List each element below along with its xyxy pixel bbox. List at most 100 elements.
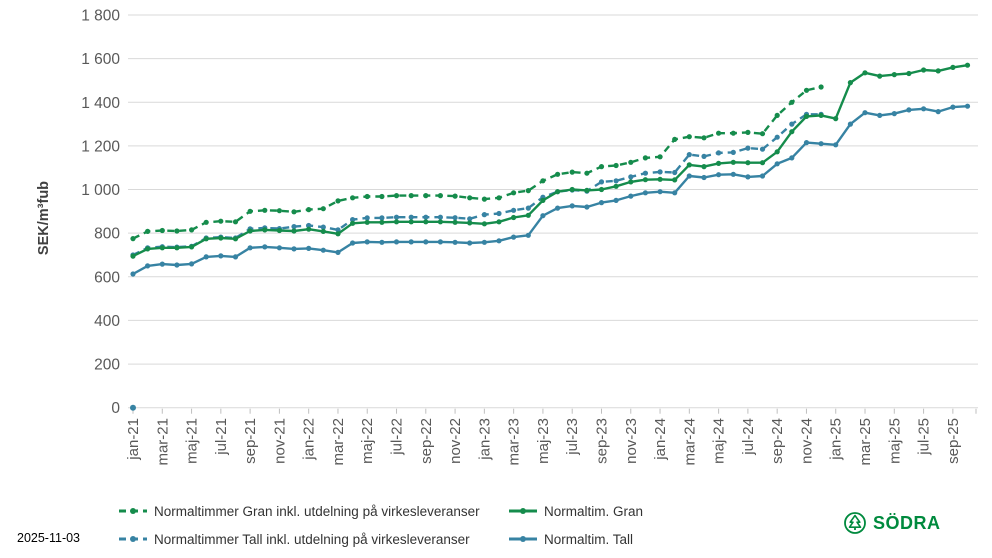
data-point: [379, 193, 385, 200]
data-point: [584, 204, 590, 210]
data-point: [686, 134, 692, 140]
data-point: [759, 160, 766, 166]
x-axis-tick-label: sep-22: [418, 418, 435, 464]
data-point: [598, 186, 605, 193]
data-point: [525, 205, 531, 211]
data-point: [291, 224, 297, 230]
x-axis-tick-label: jan-22: [301, 418, 318, 461]
data-point: [906, 107, 912, 113]
data-point: [379, 219, 385, 225]
data-point: [759, 173, 766, 179]
x-axis-tick-label: maj-22: [359, 418, 376, 464]
data-point: [510, 190, 517, 196]
data-point: [145, 246, 151, 252]
legend-label: Normaltimmer Tall inkl. utdelning på vir…: [154, 531, 470, 547]
y-axis-tick-label: 1 800: [81, 8, 120, 25]
x-axis-tick-label: mar-25: [857, 418, 874, 466]
series-dashed-gran: [130, 84, 824, 242]
data-point: [862, 70, 868, 76]
data-point: [496, 210, 502, 217]
data-point: [774, 112, 780, 118]
legend-swatch-solid-green: [509, 508, 537, 514]
sodra-logo-text: SÖDRA: [873, 512, 941, 533]
data-point: [437, 239, 443, 245]
data-point: [613, 178, 619, 184]
data-point: [935, 68, 941, 74]
x-axis-tick-label: maj-21: [184, 418, 201, 464]
y-axis-tick-label: 1 600: [81, 51, 120, 68]
x-axis-tick-label: jul-21: [213, 418, 230, 456]
data-point: [423, 193, 429, 199]
data-point: [467, 220, 473, 226]
data-point: [657, 169, 663, 175]
x-axis-tick-label: nov-23: [623, 418, 640, 464]
data-point: [759, 146, 766, 152]
data-point: [335, 231, 341, 237]
data-point: [232, 254, 239, 260]
legend-label: Normaltim. Tall: [544, 531, 634, 547]
x-axis-tick-label: maj-24: [711, 418, 728, 464]
series-line: [132, 64, 968, 258]
data-point: [803, 140, 810, 146]
data-point: [569, 169, 575, 175]
data-point: [306, 226, 312, 232]
data-point: [803, 87, 810, 93]
data-point: [481, 212, 487, 218]
data-point: [642, 190, 649, 196]
data-point: [569, 186, 575, 193]
data-point: [145, 228, 151, 234]
data-point: [218, 218, 224, 224]
data-point: [364, 215, 370, 221]
data-point: [408, 219, 414, 225]
x-axis-tick-label: sep-24: [769, 418, 786, 464]
legend-label: Normaltim. Gran: [544, 503, 644, 519]
legend-swatch-dashed-blue: [119, 536, 147, 542]
data-point: [159, 245, 165, 251]
data-point: [130, 271, 136, 277]
data-point: [350, 220, 356, 226]
data-point: [159, 261, 165, 267]
data-point: [774, 149, 780, 155]
data-point: [364, 193, 370, 200]
data-point: [393, 193, 400, 199]
data-point: [716, 130, 722, 136]
data-point: [613, 162, 619, 169]
x-axis-tick-label: sep-23: [593, 418, 610, 464]
legend-swatch-dashed-green: [119, 508, 147, 514]
zero-data-point: [130, 404, 136, 411]
data-point: [759, 131, 766, 137]
data-point: [686, 152, 692, 158]
data-point: [818, 84, 824, 90]
data-point: [569, 203, 575, 209]
data-point: [203, 219, 209, 225]
data-point: [774, 161, 780, 167]
y-axis-tick-label: 1 200: [81, 138, 120, 155]
data-point: [218, 253, 224, 259]
data-point: [598, 200, 605, 206]
data-point: [174, 228, 180, 234]
data-point: [584, 187, 590, 193]
data-point: [745, 160, 751, 166]
data-point: [496, 219, 502, 225]
legend-item-gran[interactable]: Normaltim. Gran: [508, 500, 643, 522]
data-point: [203, 254, 209, 260]
data-point: [159, 227, 165, 234]
data-point: [320, 224, 326, 230]
data-point: [130, 253, 136, 259]
data-point: [716, 160, 722, 166]
data-point: [379, 215, 385, 221]
sodra-logo: SÖDRA: [843, 511, 941, 535]
x-axis-tick-label: sep-21: [242, 418, 259, 464]
data-point: [452, 193, 458, 199]
legend-item-tall-inkl[interactable]: Normaltimmer Tall inkl. utdelning på vir…: [118, 532, 470, 547]
data-point: [598, 164, 605, 170]
x-axis-tick-label: maj-25: [886, 418, 903, 464]
legend-item-gran-inkl[interactable]: Normaltimmer Gran inkl. utdelning på vir…: [118, 504, 480, 519]
legend-item-tall[interactable]: Normaltim. Tall: [508, 528, 633, 550]
data-point: [262, 244, 268, 250]
data-point: [203, 236, 209, 242]
data-point: [642, 155, 649, 161]
data-point: [350, 195, 356, 201]
data-point: [672, 169, 678, 176]
data-point: [525, 188, 531, 194]
